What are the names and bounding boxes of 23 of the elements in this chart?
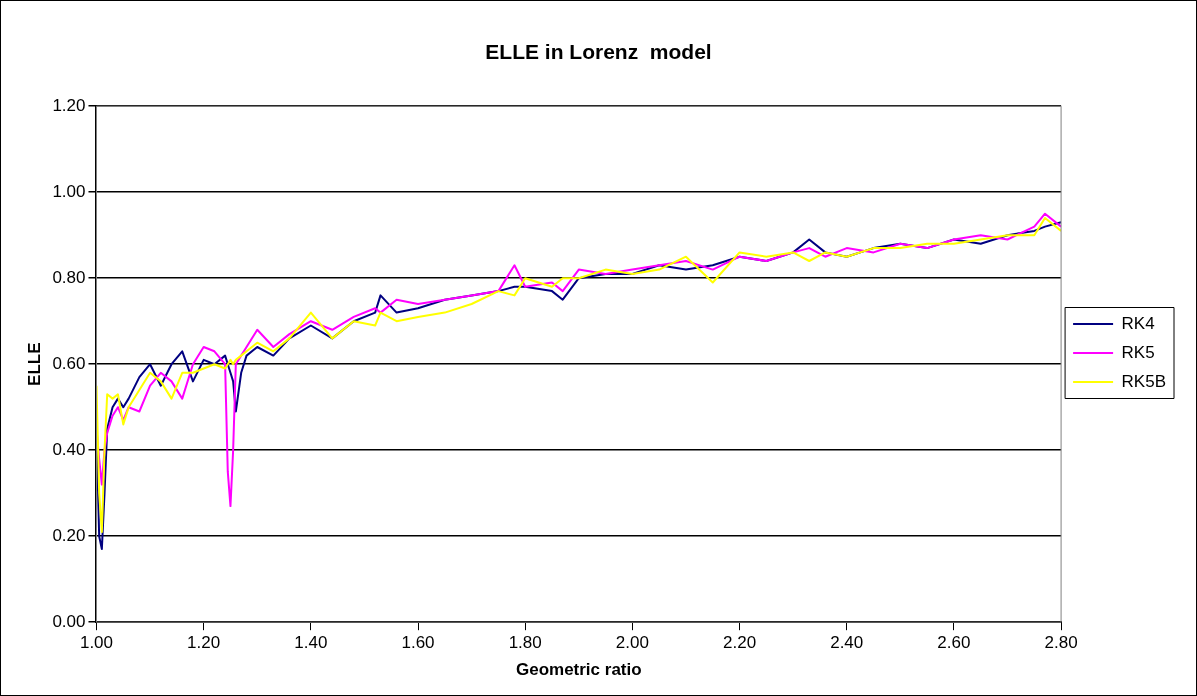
x-tick-label: 2.20 (723, 633, 757, 653)
x-tick-label: 2.80 (1044, 633, 1078, 653)
x-tick-label: 2.60 (937, 633, 971, 653)
legend-label: RK5 (1121, 342, 1155, 362)
y-tick-label: 0.40 (52, 439, 86, 459)
y-tick-label: 0.80 (52, 267, 86, 287)
y-tick-label: 1.00 (52, 181, 86, 201)
legend-label: RK4 (1121, 313, 1155, 333)
x-tick-label: 1.00 (79, 633, 114, 653)
legend-label: RK5B (1121, 371, 1167, 391)
x-tick-label: 2.00 (615, 633, 649, 653)
x-tick-label: 1.80 (508, 633, 542, 653)
y-tick-label: 1.20 (52, 95, 86, 115)
x-axis-title: Geometric ratio (515, 660, 642, 680)
y-tick-label: 0.20 (52, 525, 86, 545)
chart-title: ELLE in Lorenz model (485, 40, 712, 64)
x-tick-label: 1.20 (187, 633, 221, 653)
x-tick-label: 1.60 (401, 633, 435, 653)
y-tick-label: 0.00 (52, 611, 86, 631)
x-tick-label: 1.40 (294, 633, 328, 653)
x-tick-label: 2.40 (830, 633, 864, 653)
y-tick-label: 0.60 (52, 353, 86, 373)
y-axis-title: ELLE (24, 342, 44, 386)
